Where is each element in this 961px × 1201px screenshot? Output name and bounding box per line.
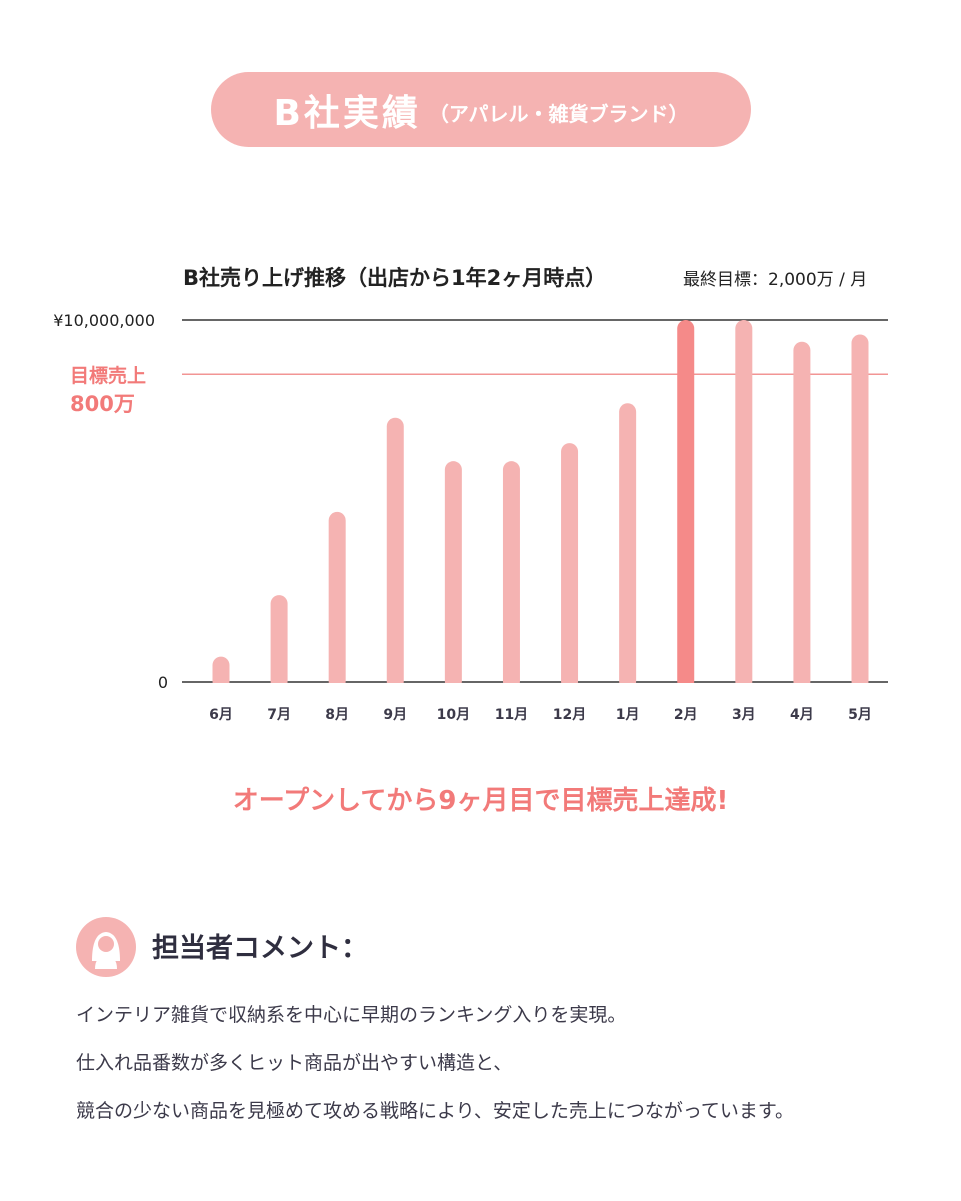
bar-10月 (444, 461, 462, 690)
target-label: 目標売上 (70, 364, 146, 387)
comment-line-2: 仕入れ品番数が多くヒット商品が出やすい構造と、 (76, 1052, 513, 1074)
final-goal-label: 最終目標：2,000万 / 月 (683, 270, 867, 290)
bar-3月 (735, 320, 753, 690)
sales-bar-chart: B社売り上げ推移（出店から1年2ヶ月時点） 最終目標：2,000万 / 月 ¥1… (53, 266, 888, 723)
x-tick-label: 2月 (674, 707, 698, 723)
x-tick-label: 9月 (383, 707, 407, 723)
x-tick-label: 12月 (553, 707, 586, 723)
target-value-label: 800万 (70, 392, 135, 416)
bar-1月 (619, 403, 637, 690)
baseline-mask (182, 683, 888, 693)
page-title-banner: B社実績 （アパレル・雑貨ブランド） (211, 72, 751, 147)
comment-line-1: インテリア雑貨で収納系を中心に早期のランキング入りを実現。 (76, 1004, 627, 1026)
x-tick-label: 1月 (616, 707, 640, 723)
person-icon (76, 917, 136, 977)
chart-title: B社売り上げ推移（出店から1年2ヶ月時点） (183, 266, 606, 290)
x-tick-label: 5月 (848, 707, 872, 723)
result-headline: オープンしてから9ヶ月目で目標売上達成! (232, 786, 729, 816)
page-subtitle: （アパレル・雑貨ブランド） (428, 102, 689, 126)
bar-2月 (677, 320, 695, 690)
comment-title: 担当者コメント： (152, 933, 368, 964)
x-tick-label: 11月 (495, 707, 528, 723)
bar-6月 (212, 656, 230, 690)
x-tick-label: 3月 (732, 707, 756, 723)
bar-11月 (502, 461, 520, 690)
comment-line-3: 競合の少ない商品を見極めて攻める戦略により、安定した売上につながっています。 (76, 1100, 795, 1122)
bar-8月 (328, 511, 346, 690)
x-tick-label: 7月 (267, 707, 291, 723)
bar-7月 (270, 595, 288, 690)
bar-4月 (793, 341, 811, 690)
bar-5月 (851, 334, 869, 690)
bar-9月 (386, 417, 404, 690)
x-tick-label: 8月 (325, 707, 349, 723)
y-zero-tick-label: 0 (158, 673, 168, 692)
y-max-tick-label: ¥10,000,000 (53, 311, 155, 330)
bar-12月 (561, 443, 579, 690)
x-tick-label: 6月 (209, 707, 233, 723)
x-tick-label: 10月 (437, 707, 470, 723)
x-tick-label: 4月 (790, 707, 814, 723)
page-title: B社実績 (273, 92, 421, 134)
